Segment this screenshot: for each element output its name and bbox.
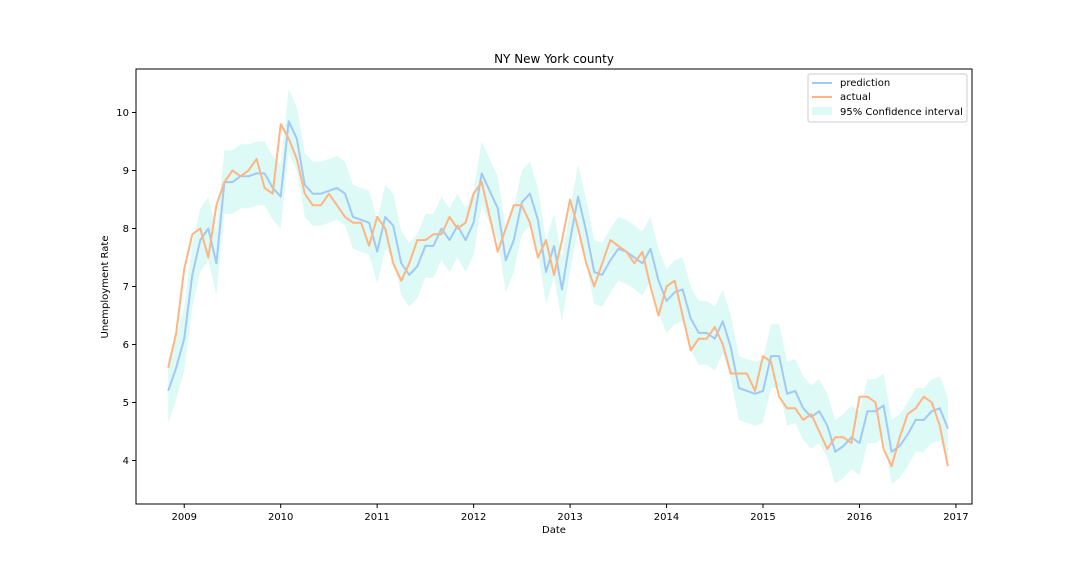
x-tick-label: 2014 [654,512,679,523]
legend-prediction-label: prediction [840,78,890,89]
x-tick-label: 2012 [461,512,486,523]
y-tick-label: 10 [116,108,129,119]
x-axis-label: Date [542,525,566,536]
x-tick-label: 2017 [943,512,968,523]
legend-actual-label: actual [840,92,871,103]
prediction-line [167,120,949,453]
y-tick-label: 8 [123,224,129,235]
x-tick-label: 2009 [172,512,197,523]
x-tick-label: 2010 [268,512,293,523]
x-tick-label: 2016 [847,512,872,523]
y-tick-label: 9 [123,166,129,177]
y-tick-label: 4 [123,456,129,467]
legend: prediction actual 95% Confidence interval [807,73,968,123]
x-tick-label: 2011 [364,512,389,523]
plot-area: 2009 2010 2011 2012 2013 2014 2015 2016 2017 4 5 6 7… [116,68,973,523]
y-tick-label: 6 [123,340,129,351]
legend-confidence-swatch [812,107,832,115]
x-tick-label: 2013 [557,512,582,523]
y-tick-label: 5 [123,398,129,409]
legend-confidence-label: 95% Confidence interval [840,107,963,118]
y-tick-label: 7 [123,282,129,293]
y-axis-label: Unemployment Rate [100,236,111,339]
legend-box [807,73,968,123]
actual-line [167,123,949,468]
chart-title: NY New York county [494,52,614,66]
x-tick-label: 2015 [750,512,775,523]
